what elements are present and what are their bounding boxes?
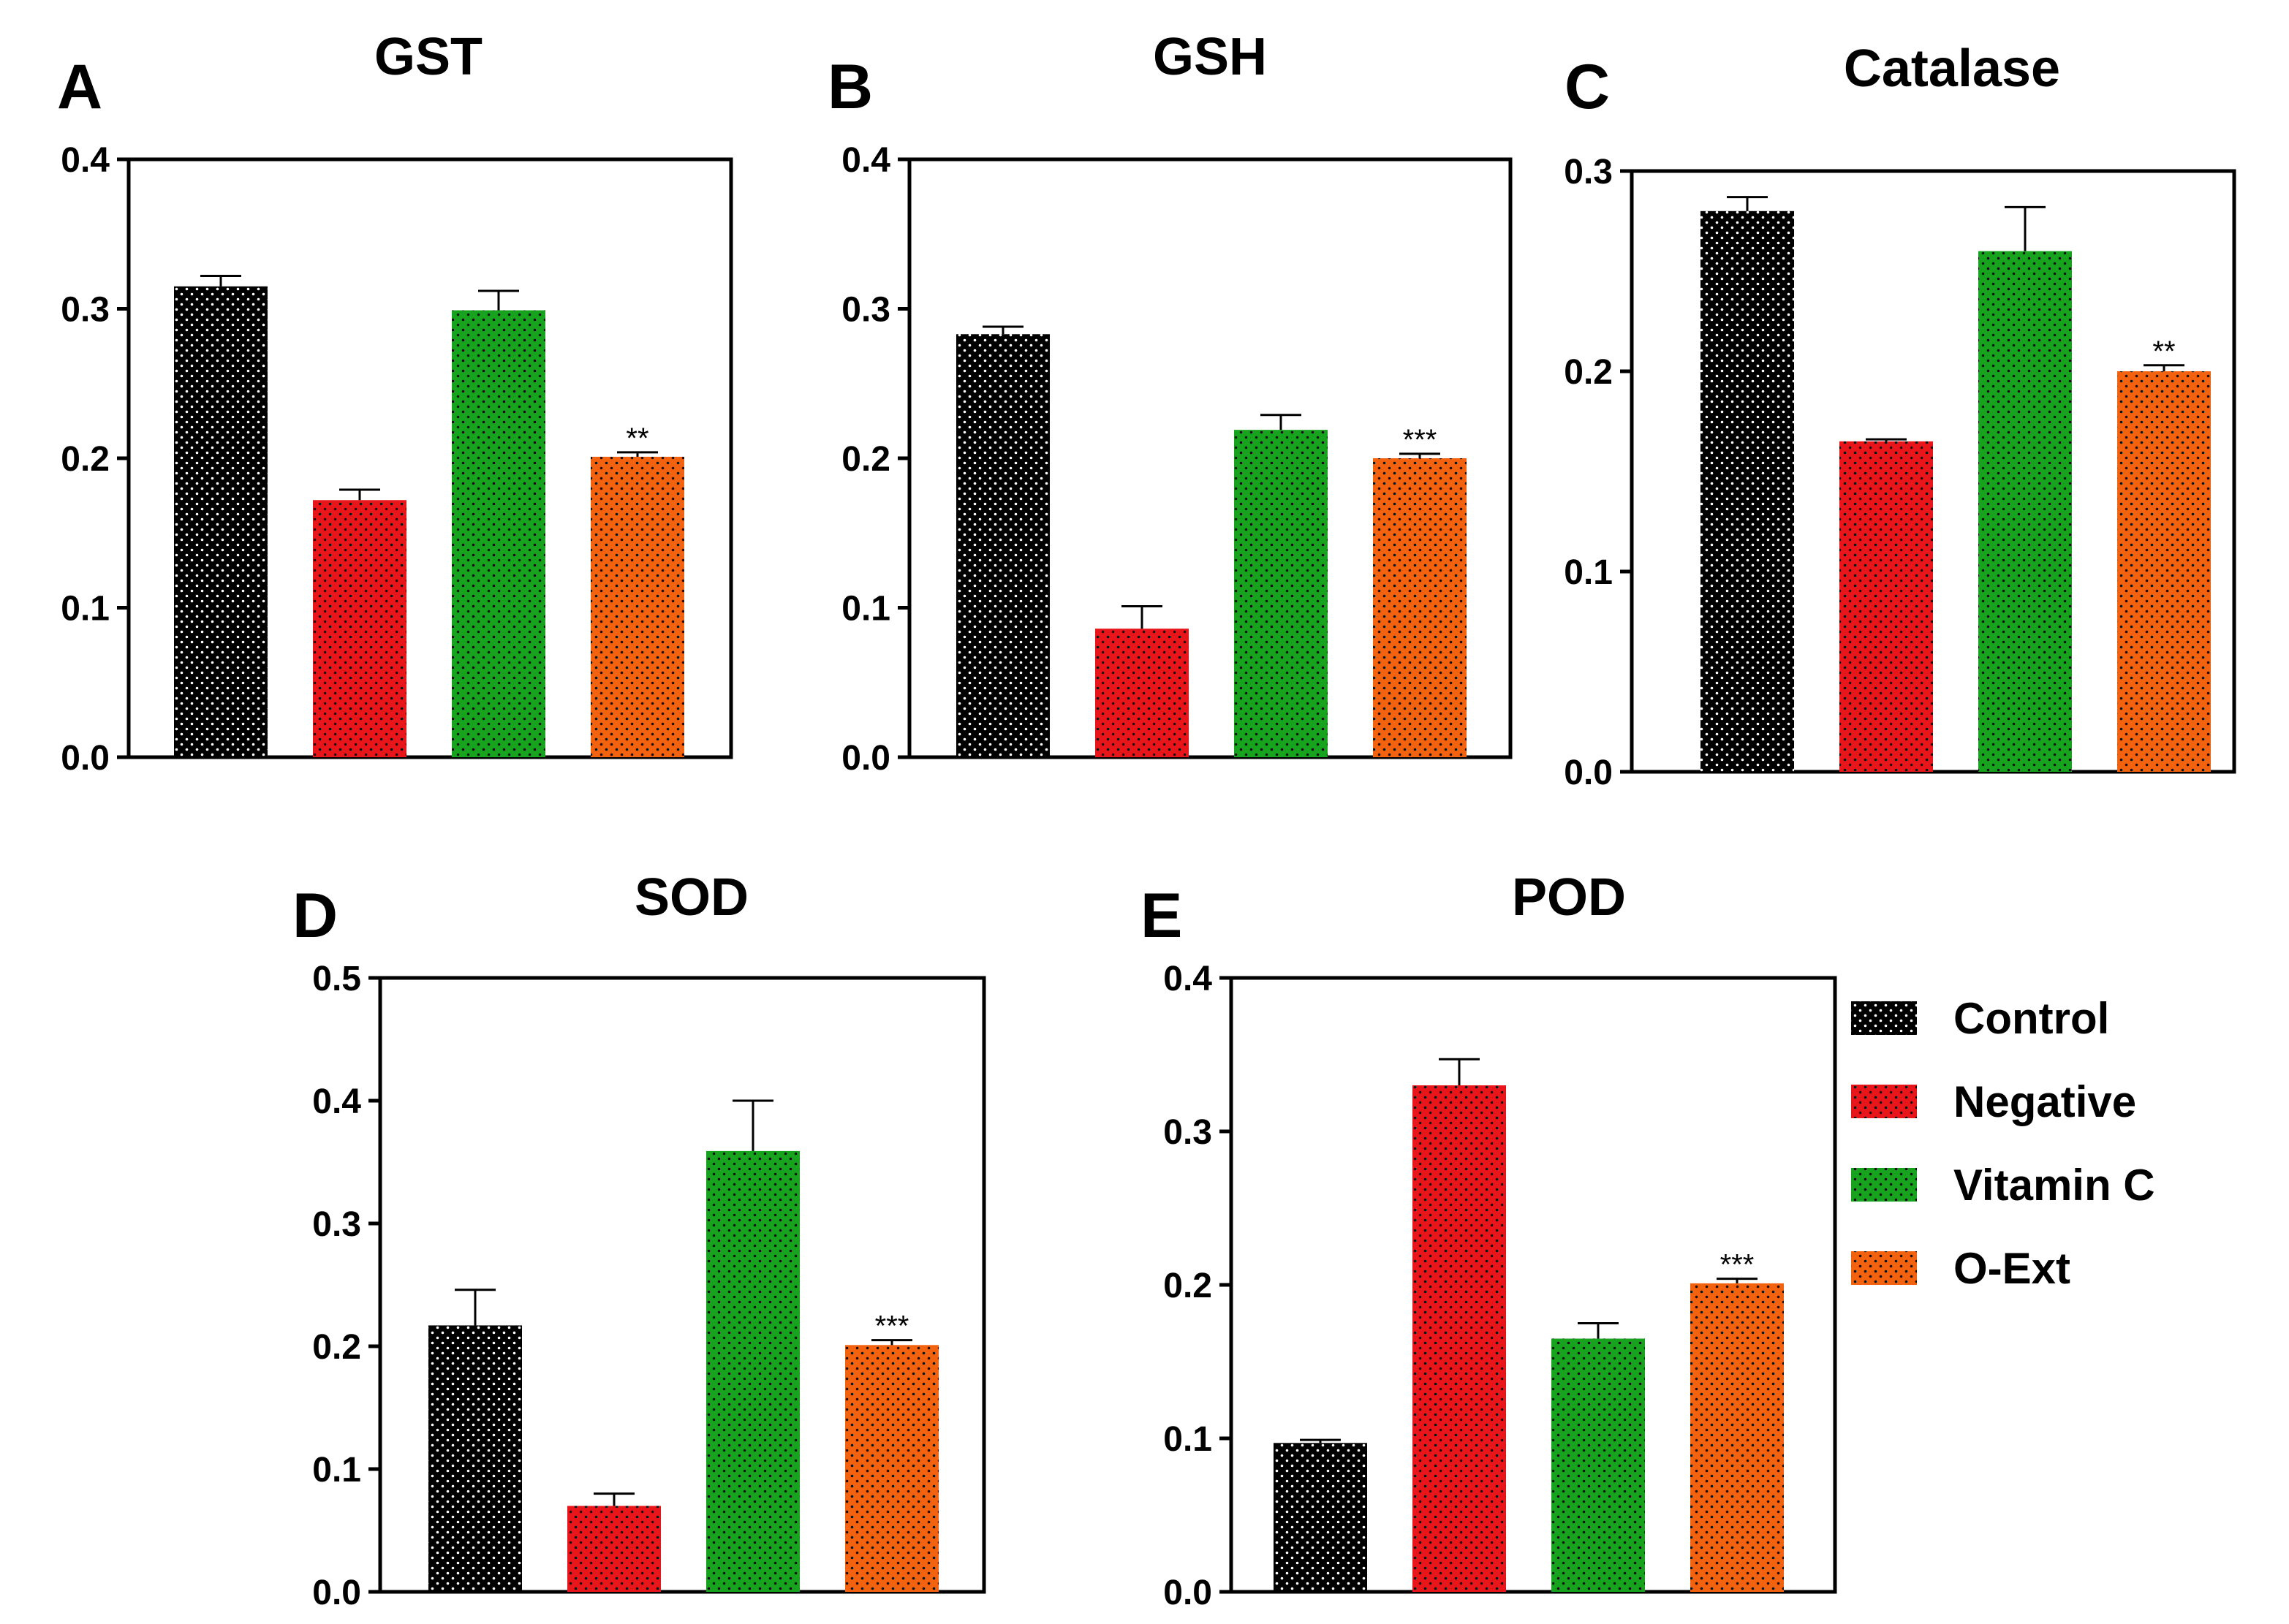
y-tick-label-catalase: 0.0 <box>1564 754 1613 792</box>
y-tick-label-sod: 0.4 <box>312 1082 361 1121</box>
y-tick-label-sod: 0.5 <box>312 960 361 998</box>
significance-catalase-o-ext: ** <box>2152 335 2175 368</box>
y-tick-label-gst: 0.2 <box>61 440 110 479</box>
bar-catalase-vitamin-c <box>1978 251 2072 773</box>
y-tick-label-pod: 0.3 <box>1163 1113 1212 1152</box>
legend-label-o-ext: O-Ext <box>1953 1244 2070 1293</box>
y-tick-label-gsh: 0.1 <box>841 590 890 629</box>
bar-sod-control <box>428 1325 522 1592</box>
panel-letter-d: D <box>292 881 338 951</box>
bar-catalase-o-ext <box>2117 371 2211 772</box>
bar-pod-control <box>1274 1443 1367 1592</box>
panel-d-sod: D SOD 0.0 0.1 0.2 0.3 0.4 0.5 *** <box>292 868 986 1612</box>
bar-gsh-vitamin-c <box>1234 430 1328 757</box>
panel-e-pod: E POD 0.0 0.1 0.2 0.3 0.4 *** <box>1140 868 1837 1612</box>
bar-gst-negative <box>313 500 406 757</box>
legend-item-vitamin-c: Vitamin C <box>1851 1161 2155 1210</box>
legend-label-negative: Negative <box>1953 1077 2136 1126</box>
panel-letter-a: A <box>57 52 102 122</box>
y-tick-label-catalase: 0.2 <box>1564 353 1613 392</box>
bar-sod-o-ext <box>845 1345 939 1592</box>
panel-title-gsh: GSH <box>1153 28 1267 86</box>
y-tick-label-gst: 0.4 <box>61 141 110 180</box>
y-tick-label-catalase: 0.1 <box>1564 553 1613 592</box>
bar-pod-negative <box>1412 1085 1506 1592</box>
bar-pod-vitamin-c <box>1551 1338 1645 1592</box>
bar-gst-vitamin-c <box>452 310 545 757</box>
legend-item-negative: Negative <box>1851 1077 2136 1126</box>
y-tick-label-sod: 0.2 <box>312 1328 361 1367</box>
bar-sod-vitamin-c <box>706 1150 800 1592</box>
y-tick-label-pod: 0.0 <box>1163 1574 1212 1612</box>
bar-gst-o-ext <box>591 456 684 757</box>
significance-gsh-o-ext: *** <box>1403 424 1437 456</box>
legend-swatch-negative <box>1851 1085 1917 1118</box>
panel-letter-c: C <box>1565 52 1610 122</box>
bar-gsh-negative <box>1095 629 1189 757</box>
y-tick-label-gsh: 0.4 <box>841 141 890 180</box>
legend-swatch-control <box>1851 1001 1917 1035</box>
significance-gst-o-ext: ** <box>626 422 648 455</box>
legend-swatch-vitamin-c <box>1851 1168 1917 1202</box>
legend-label-control: Control <box>1953 994 2109 1043</box>
bar-catalase-control <box>1700 210 1794 772</box>
y-tick-label-pod: 0.1 <box>1163 1420 1212 1459</box>
panel-title-pod: POD <box>1512 868 1626 927</box>
y-tick-label-gsh: 0.3 <box>841 291 890 330</box>
bar-catalase-negative <box>1839 441 1933 772</box>
y-tick-label-gsh: 0.2 <box>841 440 890 479</box>
y-tick-label-gst: 0.1 <box>61 590 110 629</box>
bar-gsh-control <box>956 334 1050 757</box>
panel-b-gsh: B GSH 0.0 0.1 0.2 0.3 0.4 *** <box>828 28 1513 778</box>
panel-letter-b: B <box>828 52 873 122</box>
y-tick-label-pod: 0.4 <box>1163 960 1212 998</box>
significance-pod-o-ext: *** <box>1720 1249 1755 1281</box>
legend-item-control: Control <box>1851 994 2109 1043</box>
bar-sod-negative <box>567 1506 661 1592</box>
significance-sod-o-ext: *** <box>875 1310 909 1343</box>
legend: Control Negative Vitamin C O-Ext <box>1851 994 2155 1293</box>
panel-c-catalase: C Catalase 0.0 0.1 0.2 0.3 ** <box>1564 39 2236 792</box>
legend-item-o-ext: O-Ext <box>1851 1244 2070 1293</box>
panel-letter-e: E <box>1140 881 1182 951</box>
bar-gsh-o-ext <box>1373 458 1467 757</box>
panel-a-gst: A GST 0.0 0.1 0.2 0.3 0.4 ** <box>57 28 733 778</box>
bar-pod-o-ext <box>1690 1283 1784 1592</box>
y-tick-label-sod: 0.0 <box>312 1574 361 1612</box>
y-tick-label-sod: 0.3 <box>312 1205 361 1244</box>
legend-label-vitamin-c: Vitamin C <box>1953 1161 2155 1210</box>
y-tick-label-sod: 0.1 <box>312 1451 361 1490</box>
legend-swatch-o-ext <box>1851 1251 1917 1285</box>
panel-title-catalase: Catalase <box>1844 39 2060 98</box>
plot-frame-sod <box>378 976 986 1594</box>
panel-title-sod: SOD <box>635 868 749 927</box>
y-tick-label-gsh: 0.0 <box>841 739 890 778</box>
y-tick-label-pod: 0.2 <box>1163 1267 1212 1305</box>
y-tick-label-gst: 0.0 <box>61 739 110 778</box>
y-tick-label-gst: 0.3 <box>61 291 110 330</box>
y-tick-label-catalase: 0.3 <box>1564 153 1613 191</box>
bar-gst-control <box>174 286 268 757</box>
panel-title-gst: GST <box>374 28 483 86</box>
